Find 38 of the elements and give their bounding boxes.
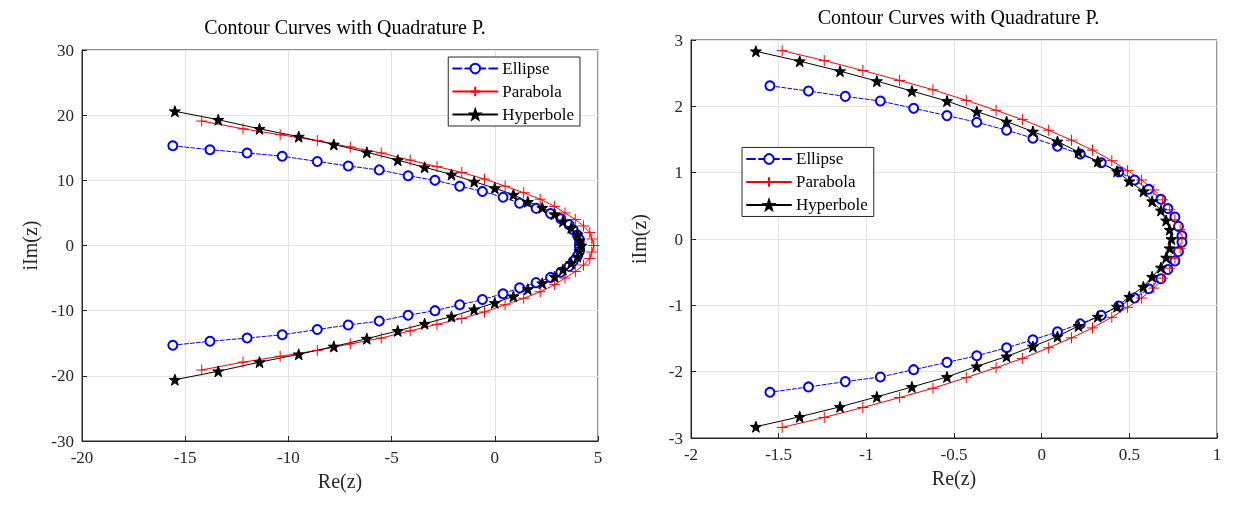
x-tick-label: 0 (1037, 445, 1046, 464)
legend-label: Parabola (796, 172, 856, 192)
y-axis-title: iIm(z) (628, 214, 651, 264)
legend-label: Hyperbole (502, 105, 575, 124)
x-axis-title: Re(z) (317, 470, 363, 493)
x-tick-label: 0 (490, 448, 500, 467)
chart-title: Contour Curves with Quadrature P. (204, 16, 486, 38)
y-tick-label: -3 (668, 428, 683, 448)
chart-title: Contour Curves with Quadrature P. (817, 6, 1100, 28)
y-tick-label: -10 (51, 301, 74, 321)
x-tick-label: -5 (384, 448, 399, 467)
y-axis-title: iIm(z) (19, 220, 42, 271)
x-tick-label: -15 (173, 448, 197, 467)
x-tick-label: 0.5 (1118, 445, 1140, 464)
legend-label: Hyperbole (796, 195, 868, 215)
x-axis-title: Re(z) (931, 467, 977, 490)
y-tick-label: 0 (674, 229, 683, 249)
x-tick-label: 1 (1212, 445, 1222, 464)
x-tick-label: -20 (70, 448, 94, 467)
legend-label: Ellipse (502, 59, 550, 78)
y-tick-label: 2 (674, 96, 683, 116)
y-tick-label: -20 (51, 366, 74, 386)
y-tick-label: 0 (65, 236, 74, 255)
y-tick-label: 1 (674, 163, 683, 183)
y-tick-label: 3 (674, 30, 683, 50)
y-tick-label: 10 (57, 170, 74, 190)
y-tick-label: -30 (51, 431, 74, 451)
y-tick-label: 20 (57, 105, 74, 125)
legend-label: Ellipse (796, 149, 844, 169)
x-tick-label: -0.5 (940, 445, 968, 464)
x-tick-label: -1 (859, 445, 874, 464)
legend-label: Parabola (502, 82, 563, 101)
x-tick-label: -10 (277, 448, 300, 467)
x-tick-label: -1.5 (765, 445, 793, 464)
x-tick-label: 5 (593, 448, 603, 467)
y-tick-label: -1 (668, 295, 683, 315)
y-tick-label: 30 (57, 40, 74, 60)
y-tick-label: -2 (668, 362, 683, 382)
